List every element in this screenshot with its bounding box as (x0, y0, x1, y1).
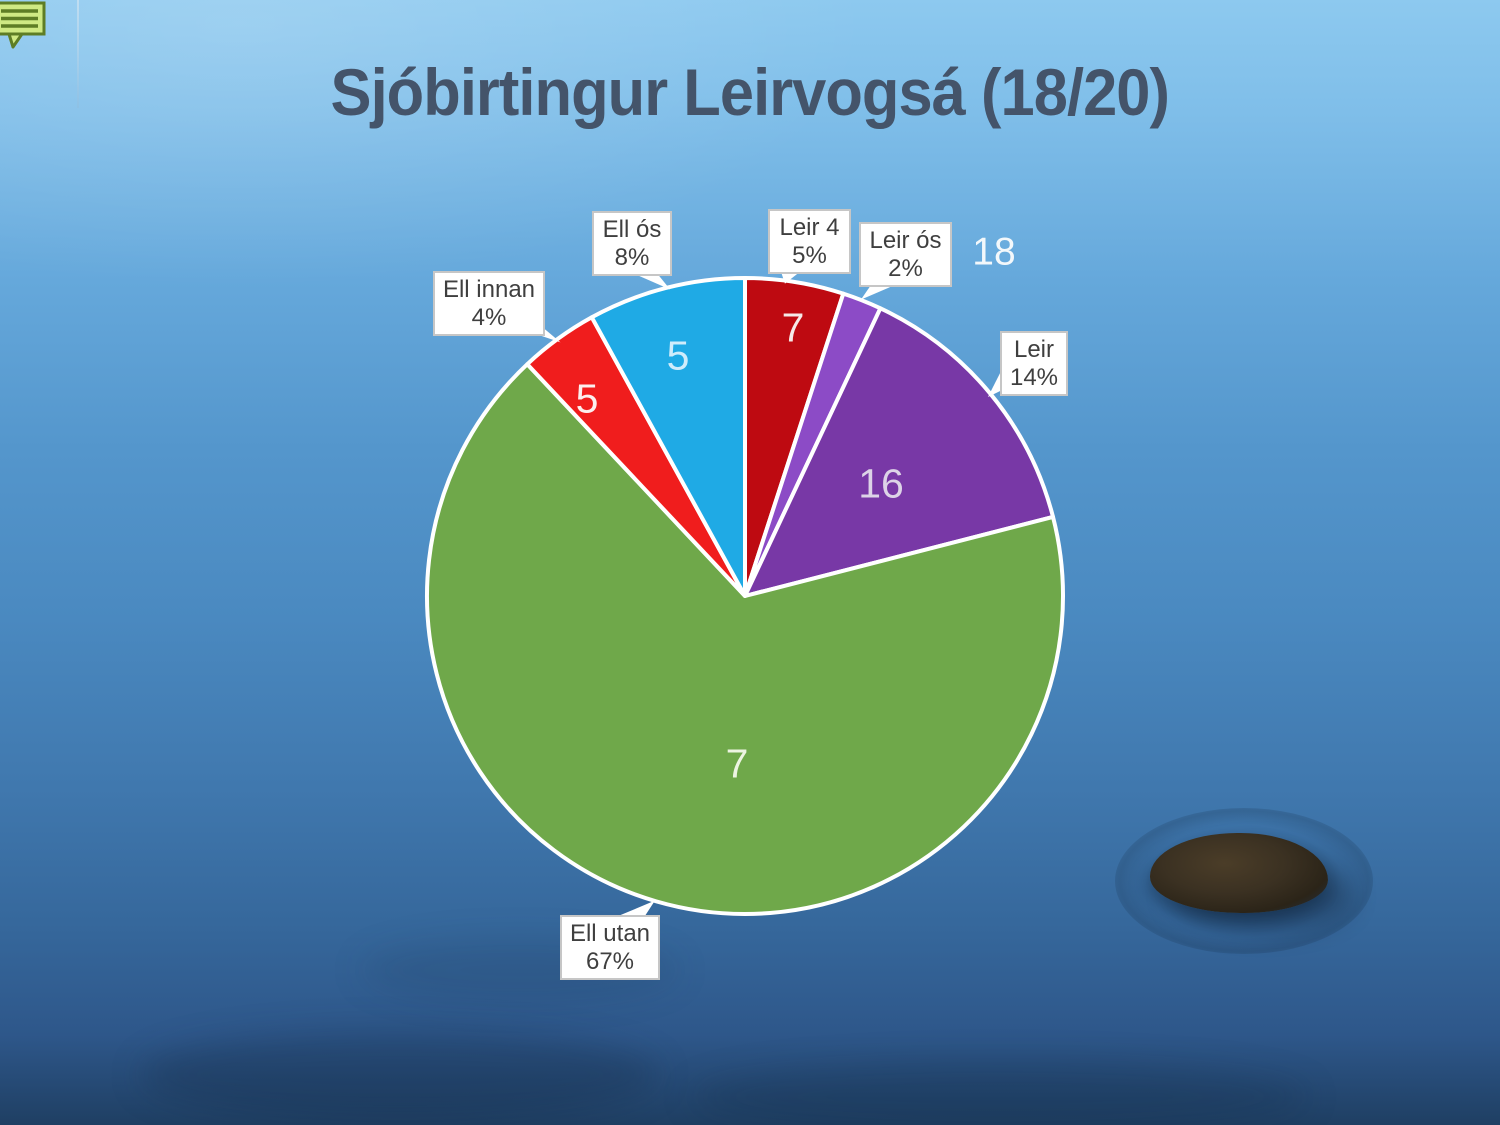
fishing-line-artifact (77, 0, 79, 108)
underwater-shadow (690, 1062, 1310, 1125)
callout-leir-4: Leir 4 5% (768, 209, 851, 275)
callout-ell-utan: Ell utan 67% (560, 915, 660, 981)
value-label-leir-os: 18 (972, 230, 1016, 274)
callout-label: Leir (1013, 336, 1055, 363)
underwater-shadow (140, 1030, 660, 1120)
pie-slice-ell-utan[interactable] (425, 362, 1065, 916)
value-label-leir-4: 7 (781, 304, 805, 351)
rock-in-water (1150, 833, 1328, 913)
callout-label: Leir ós (869, 227, 942, 254)
callout-percent: 14% (1009, 363, 1059, 391)
callout-ell-os: Ell ós 8% (592, 211, 672, 277)
callout-leir-os: Leir ós 2% (859, 222, 952, 288)
slide-title-text: Sjóbirtingur Leirvogsá (18/20) (330, 55, 1170, 129)
callout-percent: 8% (614, 243, 650, 271)
callout-label: Leir 4 (779, 214, 840, 241)
callout-percent: 2% (888, 254, 923, 282)
callout-label: Ell utan (569, 920, 651, 947)
value-label-ell-innan: 5 (575, 375, 599, 422)
callout-percent: 5% (792, 241, 827, 269)
value-label-ell-utan: 7 (725, 740, 749, 787)
value-label-leir: 16 (858, 460, 904, 507)
callout-ell-innan: Ell innan 4% (433, 271, 545, 337)
comment-bubble-icon[interactable] (0, 0, 50, 52)
value-label-ell-os: 5 (666, 332, 690, 379)
callout-label: Ell innan (442, 276, 536, 303)
callout-label: Ell ós (602, 216, 662, 243)
pie-slice-ell-ós[interactable] (589, 276, 747, 598)
slide-title: Sjóbirtingur Leirvogsá (18/20) (0, 55, 1500, 130)
callout-leir: Leir 14% (1000, 331, 1068, 397)
callout-percent: 67% (585, 947, 635, 975)
callout-percent: 4% (471, 303, 507, 331)
